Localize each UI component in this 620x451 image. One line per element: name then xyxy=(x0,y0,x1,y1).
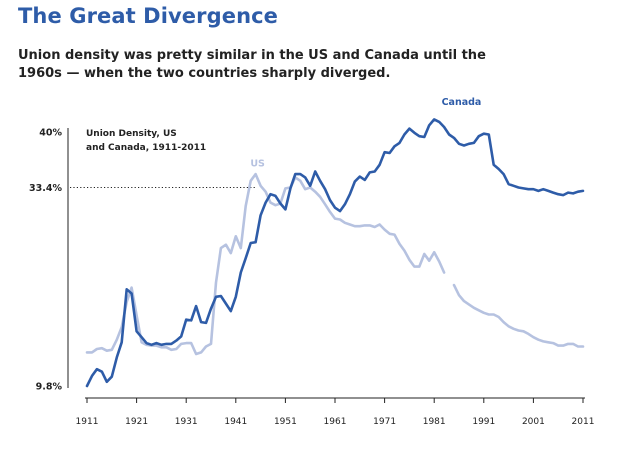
series-label-us: US xyxy=(250,158,265,169)
x-tick-label: 1981 xyxy=(423,417,446,427)
chart-subtitle: Union density was pretty similar in the … xyxy=(18,48,486,81)
x-tick-label: 1991 xyxy=(472,417,495,427)
chart-title: The Great Divergence xyxy=(18,4,279,28)
x-tick-label: 1921 xyxy=(125,417,148,427)
series-label-canada: Canada xyxy=(442,97,482,108)
y-tick-label: 40% xyxy=(39,128,62,139)
series-line-canada xyxy=(85,118,585,388)
x-tick-label: 1941 xyxy=(224,417,247,427)
series-line-us xyxy=(452,283,585,348)
x-tick-label: 1931 xyxy=(175,417,198,427)
x-tick-label: 1961 xyxy=(324,417,347,427)
chart-annotation: and Canada, 1911-2011 xyxy=(86,143,206,153)
chart-annotation: Union Density, US xyxy=(86,129,177,139)
x-tick-label: 2001 xyxy=(522,417,545,427)
series-line-us xyxy=(85,172,446,356)
x-tick-label: 1911 xyxy=(76,417,99,427)
x-tick-label: 1971 xyxy=(373,417,396,427)
x-tick-label: 1951 xyxy=(274,417,297,427)
x-tick-label: 2011 xyxy=(572,417,595,427)
y-tick-label: 33.4% xyxy=(29,183,62,194)
y-tick-label: 9.8% xyxy=(36,382,63,393)
